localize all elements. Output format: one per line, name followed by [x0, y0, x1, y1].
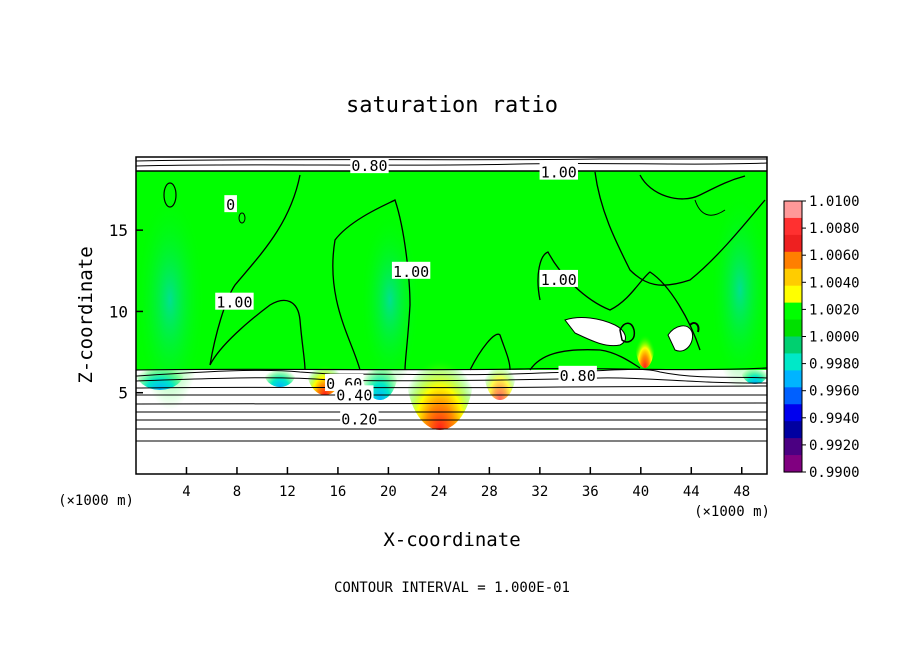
colorbar-label: 1.0080 [809, 221, 860, 237]
x-tick-label: 24 [430, 484, 447, 500]
colorbar-label: 0.9900 [809, 465, 860, 481]
colorbar-label: 0.9920 [809, 438, 860, 454]
contour-label: 1.00 [541, 164, 577, 182]
contour-label-bg [558, 365, 597, 383]
x-axis-units-right: (×1000 m) [694, 504, 770, 520]
colorbar-label: 0.9960 [809, 384, 860, 400]
contour-label-bg [391, 261, 431, 279]
colorbar-label: 1.0060 [809, 248, 860, 264]
colorbar: 1.0100 1.0080 1.0060 1.0040 1.0020 1.0000 0.99… [783, 194, 860, 481]
contour-label: 1.00 [216, 294, 252, 312]
contour-label-bg [539, 269, 578, 287]
contour-label-bg [335, 385, 374, 403]
contour-1-00-center [332, 199, 411, 371]
x-axis-units-left: (×1000 m) [58, 493, 134, 509]
contour-label: 0.80 [560, 367, 596, 385]
chart-title: saturation ratio [346, 93, 558, 118]
contour-label-bg [539, 162, 578, 180]
contour-label-bg [340, 409, 379, 427]
contour-label-bg [224, 195, 237, 213]
colorbar-label: 0.9980 [809, 357, 860, 373]
colorbar-label: 1.0020 [809, 302, 860, 318]
colorbar-swatch [784, 404, 802, 422]
contour-label: 1.00 [541, 271, 577, 289]
colorbar-swatch [784, 201, 802, 219]
contour-1-00-left [209, 299, 306, 371]
x-tick-label: 20 [380, 484, 397, 500]
colorbar-swatch [784, 234, 802, 253]
colorbar-swatch [784, 455, 802, 473]
contour-label: 1.00 [393, 263, 429, 281]
colorbar-label: 1.0040 [809, 275, 860, 291]
colorbar-swatch [784, 251, 802, 270]
x-tick-label: 32 [531, 484, 548, 500]
contour-interval-note: CONTOUR INTERVAL = 1.000E-01 [334, 580, 570, 596]
colorbar-swatch [784, 387, 802, 405]
plot-frame [135, 156, 768, 475]
x-tick-label: 36 [582, 484, 599, 500]
x-tick-label: 4 [182, 484, 190, 500]
contour-label-bg [215, 292, 254, 310]
y-axis-label: Z-coordinate [75, 246, 97, 383]
contour-label: 0 [226, 196, 235, 214]
contour-label: 0.80 [351, 157, 387, 175]
colorbar-swatch [784, 421, 802, 439]
x-tick-label: 8 [233, 484, 241, 500]
contour-1-00-right [537, 251, 701, 351]
y-axis: 5 10 15 [109, 221, 143, 403]
x-tick-label: 28 [481, 484, 498, 500]
y-tick-label: 10 [109, 302, 128, 321]
y-tick-label: 15 [109, 221, 128, 240]
contour-label: 0.40 [336, 386, 372, 404]
colorbar-swatch [784, 370, 802, 388]
colorbar-label: 0.9940 [809, 411, 860, 427]
colorbar-swatch [784, 319, 802, 338]
colorbar-label: 1.0000 [809, 330, 860, 346]
colorbar-swatch [784, 285, 802, 304]
colorbar-swatch [784, 302, 802, 321]
y-tick-label: 5 [118, 384, 128, 403]
x-tick-label: 48 [733, 484, 750, 500]
contour-label-bg [350, 156, 389, 174]
x-axis-label: X-coordinate [383, 529, 520, 551]
x-axis: 4 8 12 16 20 24 28 32 36 40 44 48 [182, 467, 750, 500]
colorbar-swatch [784, 353, 802, 371]
colorbar-swatch [784, 268, 802, 287]
colorbar-label: 1.0100 [809, 194, 860, 210]
x-tick-label: 40 [632, 484, 649, 500]
x-tick-label: 16 [329, 484, 346, 500]
contour-label: 0.20 [341, 411, 377, 429]
colorbar-swatch [784, 217, 802, 236]
plot-area [136, 157, 767, 474]
x-tick-label: 44 [683, 484, 700, 500]
colorbar-swatch [784, 336, 802, 355]
colorbar-swatch [784, 438, 802, 456]
x-tick-label: 12 [279, 484, 296, 500]
